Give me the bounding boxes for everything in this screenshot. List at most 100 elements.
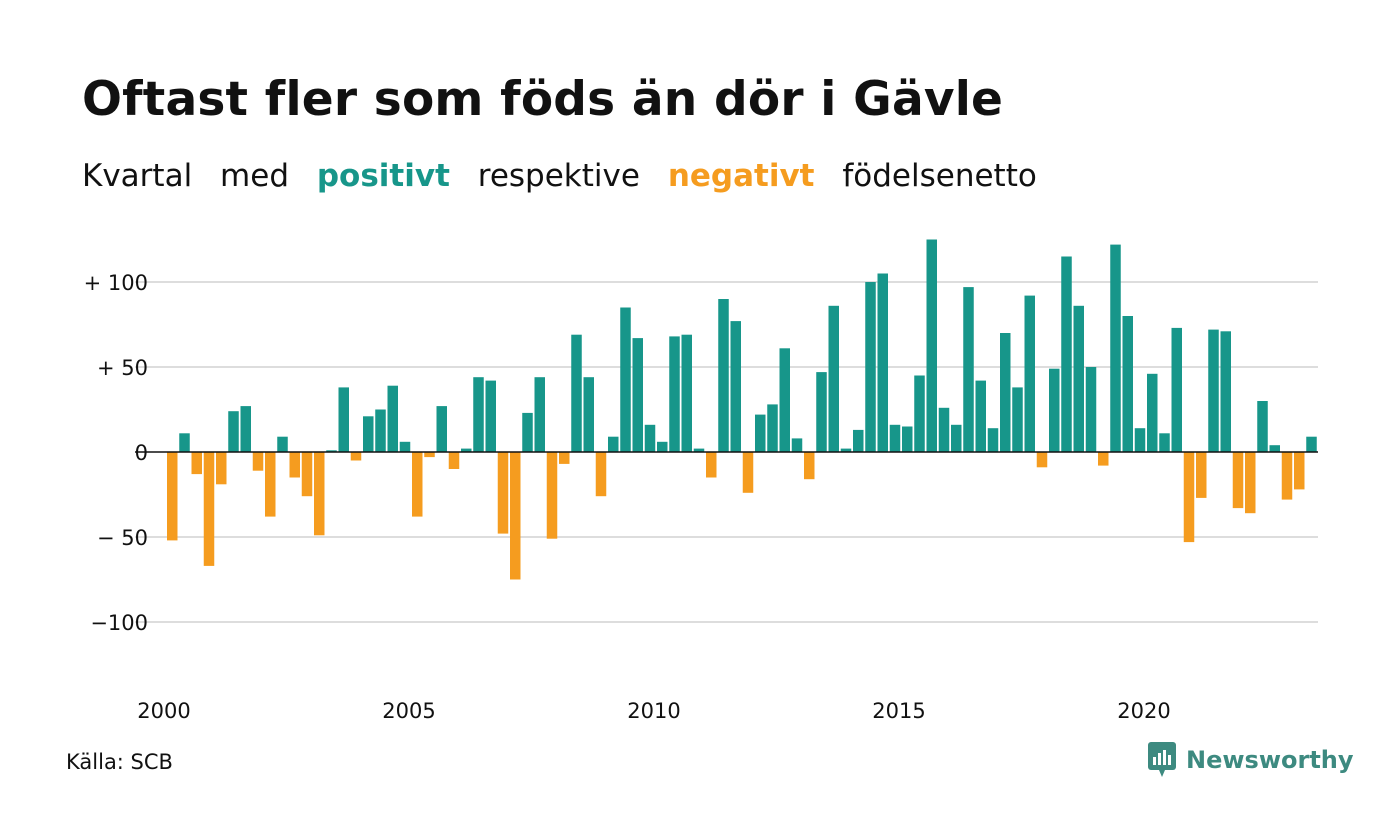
bar: [534, 377, 545, 452]
bar: [314, 452, 325, 536]
bar: [436, 406, 447, 452]
bar: [350, 452, 362, 461]
bar: [853, 429, 864, 452]
bar: [706, 452, 717, 478]
bar: [730, 321, 741, 452]
bar: [718, 299, 729, 452]
y-tick-label: + 100: [84, 271, 148, 295]
bar: [1220, 331, 1231, 452]
bar: [865, 282, 876, 452]
bar: [216, 452, 227, 485]
bar: [804, 452, 815, 480]
bar: [669, 336, 680, 452]
bar: [840, 448, 852, 452]
bar: [608, 436, 619, 452]
bar: [1232, 452, 1244, 509]
bar: [240, 406, 251, 452]
bar: [1208, 329, 1219, 452]
y-tick-label: + 50: [97, 356, 148, 380]
bar: [1257, 401, 1268, 452]
bar: [559, 452, 570, 464]
bar: [779, 348, 790, 452]
bar: [1134, 428, 1146, 452]
bar: [228, 411, 239, 452]
bar: [1269, 445, 1280, 452]
y-tick-label: −100: [90, 611, 148, 635]
bar: [889, 424, 901, 452]
bar: [914, 375, 925, 452]
bar: [301, 452, 313, 497]
bar: [1000, 333, 1011, 452]
brand-name: Newsworthy: [1186, 746, 1354, 774]
bar: [767, 404, 778, 452]
bar: [412, 452, 423, 517]
bar: [1036, 452, 1048, 468]
bar: [265, 452, 276, 517]
bar: [1159, 433, 1170, 452]
subtitle-text-respektive: respektive: [477, 158, 640, 194]
newsworthy-logo[interactable]: Newsworthy: [1148, 742, 1354, 778]
bar: [938, 407, 950, 452]
bar: [632, 338, 643, 452]
bar: [657, 441, 668, 452]
x-tick-label: 2005: [382, 699, 435, 723]
bar: [167, 452, 178, 541]
subtitle-negative-label: negativt: [667, 158, 815, 194]
bar: [620, 307, 631, 452]
bar: [461, 448, 472, 452]
bar: [510, 452, 521, 580]
bar: [963, 287, 974, 452]
chart-title: Oftast fler som föds än dör i Gävle: [82, 72, 1004, 127]
source-label: Källa: SCB: [66, 750, 173, 774]
subtitle-text-fodelsenetto: födelsenetto: [842, 158, 1037, 194]
bar: [1147, 373, 1158, 452]
bar: [1306, 436, 1317, 452]
bar: [289, 452, 300, 478]
bar: [595, 452, 607, 497]
bar: [497, 452, 509, 534]
bar: [1061, 256, 1072, 452]
bar: [326, 450, 337, 452]
bar: [1196, 452, 1207, 498]
bar: [1183, 452, 1195, 543]
bar: [387, 385, 398, 452]
bar: [203, 452, 215, 566]
bar: [926, 239, 937, 452]
bar: [522, 412, 533, 452]
x-tick-label: 2000: [137, 699, 190, 723]
bar: [693, 448, 705, 452]
bar: [277, 436, 288, 452]
bar: [252, 452, 264, 471]
bar: [1122, 316, 1133, 452]
bar: [571, 334, 582, 452]
x-tick-label: 2020: [1117, 699, 1170, 723]
x-tick-label: 2010: [627, 699, 680, 723]
bar: [1049, 368, 1060, 452]
bar: [742, 452, 754, 493]
bar: [1085, 367, 1097, 452]
newsworthy-logo-icon: [1148, 742, 1176, 777]
bar: [1098, 452, 1109, 466]
bar: [1245, 452, 1256, 514]
y-tick-label: − 50: [97, 526, 148, 550]
chart-subtitle: Kvartal med positivt respektive negativt…: [82, 158, 1055, 194]
bar: [179, 433, 190, 452]
bar: [902, 426, 913, 452]
y-tick-label: 0: [135, 441, 148, 465]
bar: [363, 416, 374, 452]
bar: [448, 452, 460, 469]
bar: [399, 441, 411, 452]
bar: [828, 305, 839, 452]
bar: [583, 377, 594, 452]
x-tick-label: 2015: [872, 699, 925, 723]
bar: [546, 452, 558, 539]
bar: [1024, 295, 1035, 452]
bar: [473, 377, 484, 452]
bar: [424, 452, 435, 458]
bar: [644, 424, 656, 452]
bar: [1294, 452, 1305, 490]
bar: [755, 414, 766, 452]
bar: [1073, 305, 1084, 452]
bar: [877, 273, 888, 452]
